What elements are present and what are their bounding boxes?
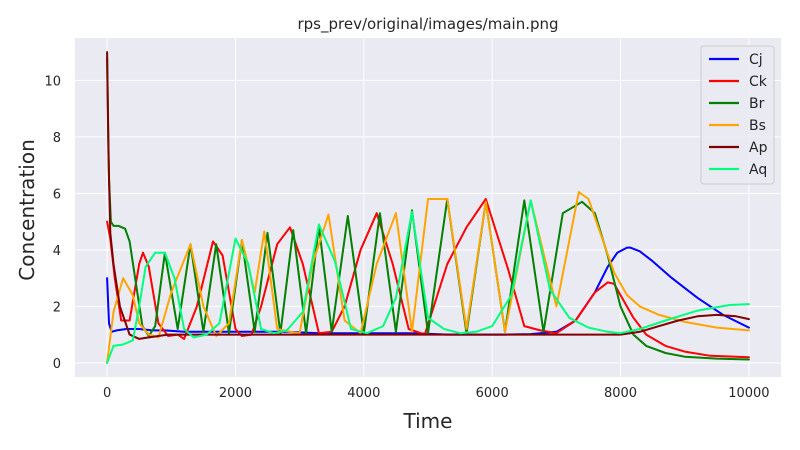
y-tick-label: 0 [53,357,61,372]
series-line-ap [106,51,750,340]
legend: Cj Ck Br Bs Ap Aq [700,45,775,185]
legend-label-ap: Ap [749,140,768,156]
series-line-bs [106,191,750,364]
x-tick-label: 2000 [219,386,252,401]
y-axis-label: Concentration [15,139,39,280]
legend-label-aq: Aq [749,162,767,178]
series-line-aq [106,199,750,364]
chart-title: rps_prev/original/images/main.png [297,15,558,34]
y-axis-ticks: 0 2 4 6 8 10 [44,74,61,372]
x-tick-label: 0 [103,386,111,401]
series-line-br [106,56,750,361]
y-tick-label: 10 [44,74,61,89]
x-tick-label: 8000 [604,386,637,401]
y-tick-label: 8 [53,131,61,146]
legend-label-br: Br [749,96,765,112]
x-tick-label: 4000 [347,386,380,401]
y-tick-label: 2 [53,300,61,315]
x-axis-label: Time [403,409,453,433]
series-lines [106,51,750,364]
y-tick-label: 6 [53,187,61,202]
legend-label-bs: Bs [749,118,766,134]
x-axis-ticks: 0 2000 4000 6000 8000 10000 [103,386,770,401]
x-tick-label: 10000 [728,386,769,401]
legend-label-ck: Ck [749,74,768,90]
legend-label-cj: Cj [749,52,763,68]
y-tick-label: 4 [53,244,61,259]
x-tick-label: 6000 [476,386,509,401]
